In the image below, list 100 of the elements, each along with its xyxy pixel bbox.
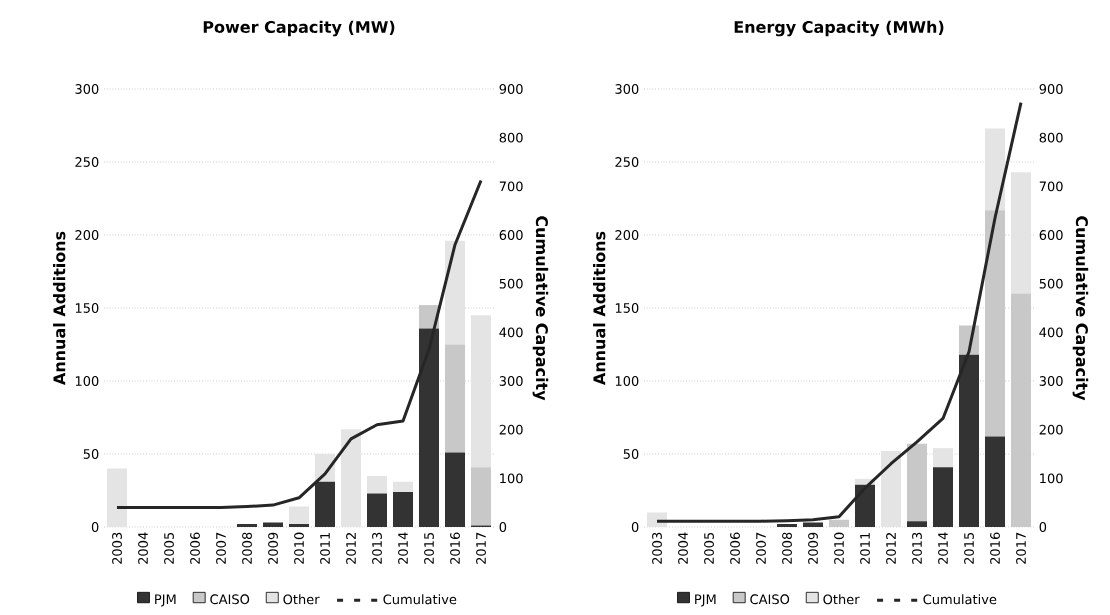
legend-label: CAISO: [750, 594, 790, 605]
x-tick-label: 2011: [320, 532, 330, 564]
x-tick-label: 2005: [704, 532, 714, 564]
bar: [933, 467, 953, 527]
bar: [367, 475, 387, 494]
bar: [289, 524, 309, 527]
y2-tick-label: 500: [1039, 278, 1063, 289]
y2-tick-label: 500: [499, 278, 523, 289]
x-tick-label: 2013: [912, 532, 922, 564]
bar: [237, 524, 257, 527]
y2-tick-label: 200: [499, 424, 523, 435]
x-tick-label: 2015: [964, 532, 974, 564]
chart-title: Energy Capacity (MWh): [734, 20, 944, 37]
legend-label: PJM: [155, 594, 176, 607]
y-tick-label: 100: [75, 376, 99, 386]
x-tick-label: 2007: [756, 532, 766, 564]
x-tick-label: 2017: [476, 532, 486, 564]
y-tick-label: 250: [615, 157, 639, 167]
x-tick-label: 2014: [398, 532, 408, 564]
bar: [471, 315, 491, 468]
y-tick-label: 150: [615, 303, 639, 313]
y-tick-label: 100: [615, 376, 639, 386]
bar: [289, 506, 309, 525]
legend-label: Other: [283, 594, 320, 605]
x-tick-label: 2007: [216, 532, 226, 564]
bar: [959, 354, 979, 527]
y2-tick-label: 0: [1039, 522, 1047, 532]
y2-tick-label: 300: [499, 376, 523, 386]
y-tick-label: 200: [615, 230, 639, 240]
bar: [906, 443, 927, 522]
bar: [1011, 293, 1031, 527]
x-tick-label: 2017: [1016, 532, 1026, 564]
y-axis-title: Annual Additions: [53, 231, 66, 386]
x-tick-label: 2009: [268, 532, 278, 564]
y-tick-label: 50: [83, 449, 99, 459]
y2-tick-label: 100: [500, 473, 523, 484]
legend-label: Cumulative: [383, 594, 457, 605]
bar: [445, 452, 465, 527]
y2-tick-label: 900: [1039, 84, 1063, 94]
x-tick-label: 2012: [886, 533, 896, 564]
bar: [263, 522, 283, 527]
y2-tick-label: 400: [1039, 327, 1063, 338]
x-tick-label: 2004: [138, 532, 148, 564]
x-tick-label: 2006: [730, 532, 740, 564]
x-tick-label: 2003: [652, 532, 662, 564]
bar: [829, 519, 849, 527]
bar: [933, 448, 953, 468]
y2-tick-label: 900: [499, 84, 523, 94]
y2-tick-label: 100: [1040, 473, 1063, 484]
bar: [445, 344, 465, 453]
bar: [445, 240, 465, 345]
bar: [985, 210, 1005, 437]
y2-tick-label: 700: [499, 181, 523, 192]
y2-tick-label: 700: [1039, 181, 1063, 192]
legend-label: PJM: [695, 594, 716, 607]
y2-tick-label: 0: [499, 522, 507, 532]
y-tick-label: 0: [91, 522, 99, 532]
y2-tick-label: 300: [1039, 376, 1063, 386]
x-tick-label: 2014: [938, 532, 948, 564]
y2-tick-label: 600: [499, 230, 523, 240]
y-axis-title: Annual Additions: [593, 231, 606, 386]
x-tick-label: 2011: [860, 532, 870, 564]
legend-label: CAISO: [210, 594, 250, 605]
bar: [777, 524, 797, 527]
bar: [855, 484, 875, 527]
legend-label: Cumulative: [923, 594, 997, 605]
x-tick-label: 2013: [372, 532, 382, 564]
x-tick-label: 2016: [990, 532, 1000, 564]
x-tick-label: 2004: [678, 532, 688, 564]
bar: [1011, 172, 1031, 294]
x-tick-label: 2016: [450, 532, 460, 564]
y-tick-label: 300: [615, 84, 639, 94]
x-tick-label: 2005: [164, 532, 174, 564]
y2-tick-label: 800: [499, 132, 523, 143]
y2-tick-label: 400: [499, 327, 523, 338]
legend-label: Other: [823, 594, 860, 605]
x-tick-label: 2009: [808, 532, 818, 564]
x-tick-label: 2003: [112, 532, 122, 564]
y-tick-label: 150: [75, 303, 99, 313]
x-tick-label: 2012: [346, 533, 356, 564]
y2-tick-label: 200: [1039, 424, 1063, 435]
bar: [419, 328, 439, 527]
bar: [881, 451, 901, 527]
bar: [906, 521, 927, 527]
bar: [341, 429, 362, 527]
x-tick-label: 2015: [424, 532, 434, 564]
x-tick-label: 2006: [190, 532, 200, 564]
bar: [367, 493, 387, 527]
x-tick-label: 2008: [782, 532, 792, 564]
chart-title: Power Capacity (MW): [203, 20, 395, 37]
y2-tick-label: 600: [1039, 230, 1063, 240]
bar: [471, 467, 491, 526]
bar: [985, 436, 1005, 527]
bar: [393, 491, 413, 527]
x-tick-label: 2010: [834, 532, 844, 564]
x-tick-label: 2008: [242, 532, 252, 564]
y2-axis-title: Cumulative Capacity: [532, 216, 549, 401]
bar: [315, 481, 335, 527]
y2-tick-label: 800: [1039, 132, 1063, 143]
y-tick-label: 50: [623, 449, 639, 459]
